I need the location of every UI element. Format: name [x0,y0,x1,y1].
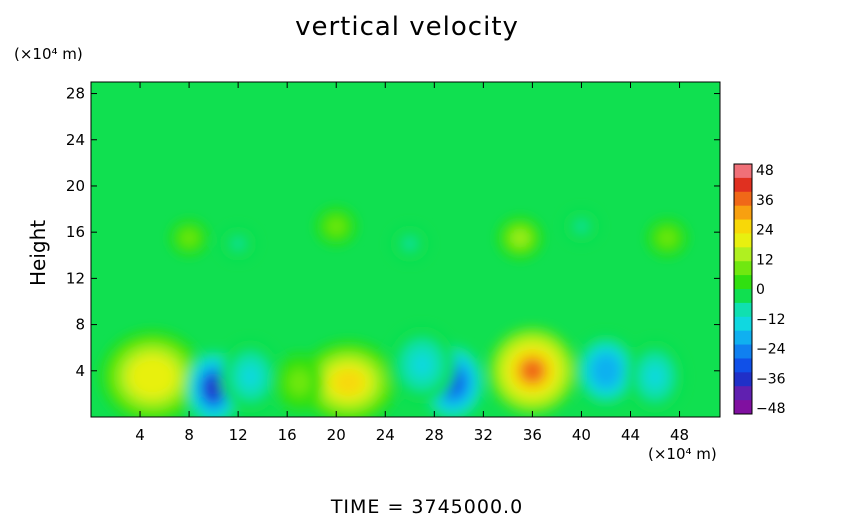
y-tick-label: 8 [75,316,85,334]
x-tick-label: 16 [278,426,297,444]
y-tick-label: 24 [66,131,85,149]
colorbar-swatch [734,372,752,387]
x-tick-label: 32 [474,426,493,444]
colorbar-tick-label: 24 [756,223,774,239]
colorbar-swatch [734,191,752,207]
y-tick-label: 28 [66,85,85,103]
colorbar-swatch [734,177,752,193]
heatmap-cell [648,219,687,257]
heatmap-cell [489,327,576,414]
colorbar-swatch [734,386,752,401]
colorbar-swatch [734,219,752,234]
colorbar-tick-label: −12 [756,312,786,328]
x-tick-label: 4 [135,426,145,444]
heatmap-cell [171,220,208,255]
colorbar-swatch [734,233,752,248]
plot-area [91,82,720,417]
y-axis-unit: (×10⁴ m) [14,45,83,63]
colorbar-swatch [734,205,752,221]
heatmap-cell [388,326,456,404]
x-tick-label: 28 [425,426,444,444]
heatmap-cell [574,334,638,408]
x-tick-label: 12 [229,426,248,444]
heatmap-cell [275,354,324,411]
heatmap-cell [390,225,430,262]
colorbar-swatch [734,358,752,373]
y-tick-label: 4 [75,362,85,380]
y-tick-label: 20 [66,177,85,195]
x-tick-label: 36 [523,426,542,444]
colorbar-tick-label: 36 [756,193,774,209]
heatmap-cell [498,217,542,259]
colorbar-tick-label: 0 [756,282,765,298]
colorbar-swatch [734,164,752,179]
heatmap-cell [316,208,356,245]
x-tick-label: 8 [184,426,194,444]
colorbar-swatch [734,330,752,346]
x-tick-label: 24 [376,426,395,444]
x-axis-unit: (×10⁴ m) [648,445,717,463]
plot-frame [90,81,721,418]
heatmap-cell [220,340,281,413]
colorbar-tick-label: 12 [756,252,774,268]
heatmap-cell [220,226,257,261]
x-tick-label: 20 [327,426,346,444]
heatmap-cell [101,331,203,417]
colorbar-tick-label: −36 [756,371,786,387]
time-footer: TIME = 3745000.0 [330,496,524,518]
colorbar-swatch [734,261,752,276]
x-tick-label: 44 [621,426,640,444]
heatmap-cell [626,340,684,413]
colorbar-swatch [734,247,752,262]
colorbar-swatch [734,400,752,415]
colorbar-swatch [734,316,752,332]
x-tick-label: 48 [670,426,689,444]
heatmap-cell [300,341,397,417]
colorbar-swatch [734,344,752,359]
colorbar-tick-label: −48 [756,401,786,417]
colorbar-tick-label: 48 [756,163,774,179]
colorbar: 48 36 24 12 0 −12 −24 −36 −48 [733,163,786,417]
colorbar-swatch [734,289,752,304]
chart-title: vertical velocity [295,12,519,42]
y-tick-label: 16 [66,223,85,241]
y-tick-label: 12 [66,269,85,287]
heatmap-cell [563,209,600,244]
x-tick-label: 40 [572,426,591,444]
colorbar-swatch [734,302,752,318]
colorbar-frame [733,163,753,415]
colorbar-swatch [734,275,752,290]
colorbar-tick-label: −24 [756,342,786,358]
